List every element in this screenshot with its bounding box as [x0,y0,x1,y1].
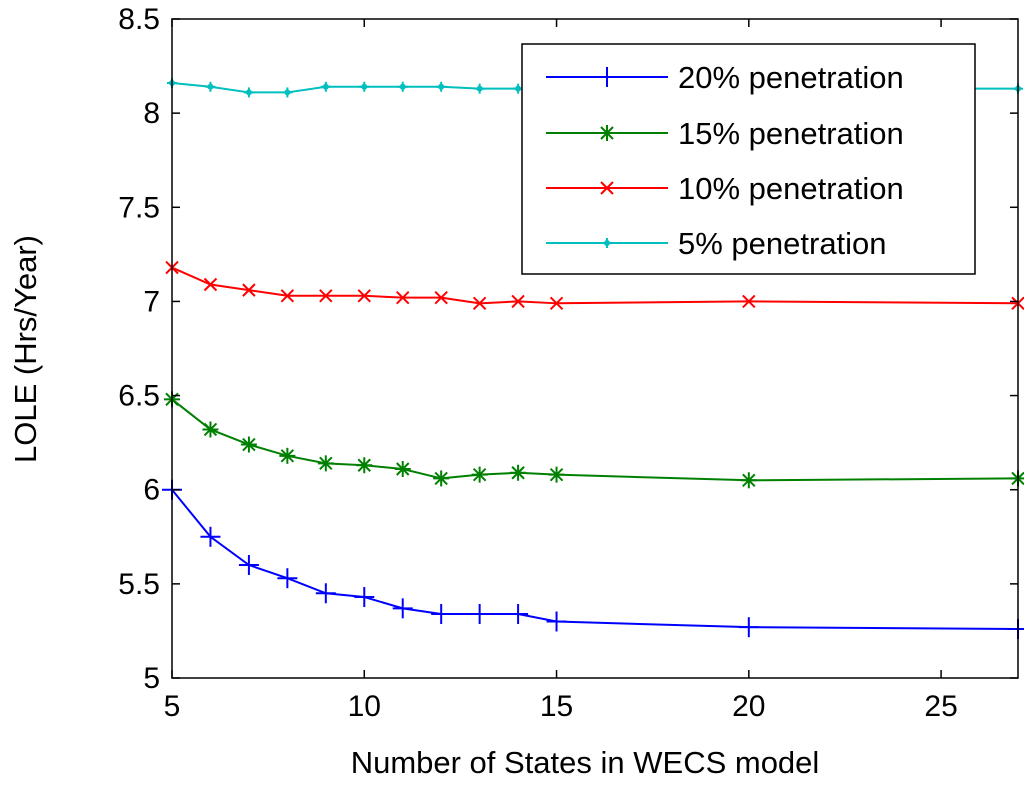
y-tick-label: 8 [143,97,160,130]
dot-marker [602,238,612,248]
star-marker [394,461,411,478]
x-marker [357,289,371,303]
y-axis-label: LOLE (Hrs/Year) [8,235,43,463]
star-marker [1010,470,1024,487]
x-marker [396,290,410,305]
x-tick-label: 5 [164,690,181,723]
plus-marker [469,603,490,624]
x-marker [600,181,614,195]
star-marker [599,125,615,141]
legend-entry: 20% penetration [546,60,904,95]
star-marker [433,470,450,487]
x-marker [242,283,256,297]
x-marker [319,289,333,303]
series-1 [164,391,1024,489]
x-axis-label: Number of States in WECS model [351,745,820,780]
dot-marker [436,81,447,92]
plus-marker [315,583,336,604]
y-tick-label: 6 [143,474,160,507]
x-tick-label: 20 [732,690,765,723]
dot-marker [205,81,216,92]
plus-marker [277,568,298,589]
legend-label: 15% penetration [678,116,904,151]
star-marker [510,464,527,481]
y-tick-label: 6.5 [118,380,160,413]
x-tick-label: 25 [924,690,957,723]
star-marker [240,436,257,453]
star-marker [279,447,296,464]
plus-marker [392,598,413,619]
dot-marker [474,83,485,94]
legend-label: 10% penetration [678,171,904,206]
dot-marker [243,87,254,98]
star-marker [317,455,334,472]
x-marker [742,294,756,309]
x-marker [434,290,448,305]
dot-marker [320,81,331,92]
x-marker [203,277,218,292]
star-marker [202,421,219,438]
x-marker [472,296,487,311]
star-marker [548,466,565,483]
dot-marker [397,81,408,92]
legend: 20% penetration 15% penetration 10% penetr… [521,43,976,275]
dot-marker [282,87,293,98]
dot-marker [359,81,370,92]
y-tick-label: 8.5 [118,3,160,36]
plot-frame [171,18,1019,679]
y-tick-label: 5 [143,662,160,695]
legend-entry: 10% penetration [546,171,904,206]
plus-marker [200,526,221,547]
star-marker [356,457,373,474]
legend-entry: 15% penetration [546,116,904,151]
plus-marker [508,603,529,624]
plus-marker [597,67,617,87]
legend-label: 20% penetration [678,60,904,95]
star-marker [471,466,488,483]
plus-marker [238,555,259,576]
x-tick-label: 15 [540,690,573,723]
plus-marker [738,617,759,638]
plus-marker [431,603,452,624]
x-tick-label: 10 [348,690,381,723]
x-marker [511,294,525,309]
y-tick-label: 5.5 [118,568,160,601]
x-marker [280,289,295,303]
legend-label: 5% penetration [678,226,887,261]
plus-marker [546,611,567,632]
legend-box [521,43,976,275]
ticks-layer: 5 10 15 20 25 5 5.5 6 6.5 7 7.5 8 8.5 [118,3,1018,723]
y-tick-label: 7.5 [118,191,160,224]
star-marker [740,472,757,489]
x-marker [549,296,564,311]
legend-entry: 5% penetration [546,226,887,261]
plus-marker [354,587,375,608]
y-tick-label: 7 [143,285,160,318]
